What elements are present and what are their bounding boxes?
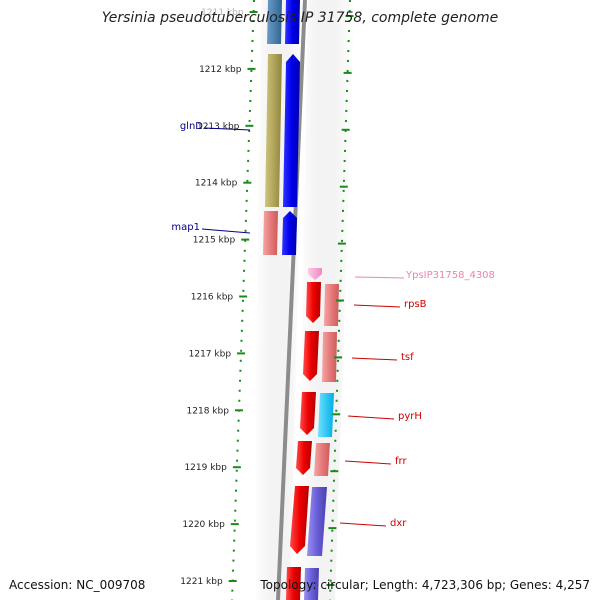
gene-label-YpsIP31758_4308[interactable]: YpsIP31758_4308: [405, 270, 495, 281]
gene-label-frr[interactable]: frr: [395, 456, 407, 467]
accession-text: Accession: NC_009708: [9, 578, 146, 592]
forward-strand-genes: [286, 268, 339, 600]
gene-blue-top: [285, 0, 300, 44]
gene-label-leader: [351, 357, 398, 361]
gene-red-c: [300, 392, 316, 435]
gene-label-leader: [204, 127, 251, 131]
gene-tsf: [322, 332, 337, 382]
gene-label-leader: [354, 276, 405, 279]
gene-glnD: [265, 54, 282, 207]
tick-label: 1213 kbp: [197, 122, 240, 132]
gene-red-b: [303, 331, 319, 381]
gene-map1: [263, 211, 278, 255]
gene-red-e: [290, 486, 309, 554]
gene-label-glnD[interactable]: glnD: [180, 121, 203, 132]
tick-label: 1218 kbp: [187, 406, 230, 416]
tick-label: 1219 kbp: [184, 463, 227, 473]
tick-label: 1220 kbp: [182, 520, 225, 530]
gene-rpsB: [324, 284, 339, 326]
gene-label-rpsB[interactable]: rpsB: [404, 299, 427, 310]
gene-label-leader: [347, 415, 395, 420]
gene-label-tsf[interactable]: tsf: [401, 352, 414, 363]
gene-red-f: [286, 567, 301, 600]
reverse-strand-genes: [263, 0, 300, 255]
tick-label: 1216 kbp: [191, 293, 234, 303]
gene-blue-long: [283, 54, 300, 207]
tick-label: 1214 kbp: [195, 179, 238, 189]
gene-label-leader: [353, 304, 401, 308]
gene-red-d: [296, 441, 312, 475]
gene-YpsIP31758_4308: [308, 268, 322, 280]
map-title: Yersinia pseudotuberculosis IP 31758, co…: [101, 10, 499, 26]
genome-stats-text: Topology: circular; Length: 4,723,306 bp…: [260, 578, 590, 592]
inner-dotted-ring: [231, 0, 255, 600]
tick-label: 1221 kbp: [180, 577, 223, 587]
gene-blue-map1: [282, 211, 297, 255]
gene-label-dxr[interactable]: dxr: [390, 518, 407, 529]
gene-label-leader: [201, 228, 251, 234]
genome-backbone: [276, 0, 307, 600]
gene-label-map1[interactable]: map1: [171, 222, 200, 233]
gene-frr: [314, 443, 330, 476]
gene-dxr: [307, 487, 327, 556]
gene-red-a: [306, 282, 321, 323]
gene-purple-f: [304, 568, 319, 600]
tick-label: 1215 kbp: [193, 236, 236, 246]
gene-label-pyrH[interactable]: pyrH: [398, 411, 422, 422]
gene-pyrH: [318, 393, 334, 437]
tick-label: 1217 kbp: [189, 349, 232, 359]
gene-labels: glnD map1 YpsIP31758_4308 rpsB tsf pyrH frr dxr: [171, 121, 495, 529]
tick-label: 1212 kbp: [199, 65, 242, 75]
gene-label-leader: [344, 460, 392, 465]
tick-label: 1211 kbp: [201, 8, 244, 18]
gene-steel-top: [267, 0, 282, 44]
gene-label-leader: [339, 522, 387, 527]
kbp-ticks: 1211 kbp 1212 kbp 1213 kbp 1214 kbp 1215 kbp…: [180, 8, 354, 587]
